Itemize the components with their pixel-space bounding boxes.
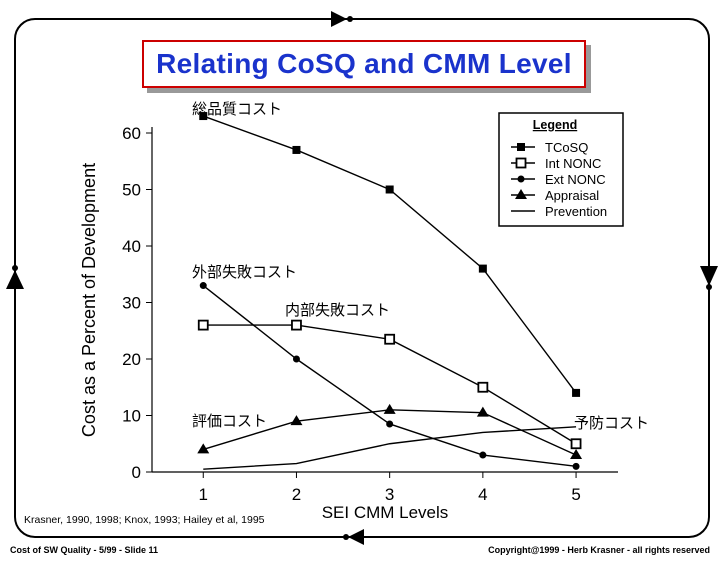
citation: Krasner, 1990, 1998; Knox, 1993; Hailey … [24,514,265,526]
series-prevention: 予防コスト [203,414,649,470]
legend-box [498,112,624,227]
frame-dot-top [347,16,353,22]
data-point [570,438,582,450]
series-annotation: 総品質コスト [192,100,282,118]
data-point [384,333,396,345]
x-tick-label: 2 [292,485,301,504]
y-tick-label: 60 [122,124,141,143]
y-tick-label: 20 [122,350,141,369]
footer-slide-info: Cost of SW Quality - 5/99 - Slide 11 [10,545,159,555]
data-point [291,319,302,331]
data-point [476,406,489,417]
legend-entry: TCoSQ [545,140,588,155]
series-annotation: 評価コスト [192,412,267,430]
y-tick-label: 30 [122,294,141,313]
series-annotation: 外部失敗コスト [192,263,297,281]
series-annotation: 予防コスト [574,414,649,432]
title-box: Relating CoSQ and CMM Level [142,40,586,88]
frame-dot-bottom [343,534,349,540]
data-point [572,462,580,470]
data-point [570,449,583,460]
data-point [386,420,394,428]
data-point [479,451,487,459]
series-appraisal: 評価コスト [192,403,583,460]
data-point [572,388,581,397]
series-annotation: 内部失敗コスト [285,301,390,319]
legend-entry: Int NONC [545,156,601,171]
legend-swatch-marker [517,143,525,151]
x-tick-label: 3 [385,485,394,504]
legend-swatch-marker [515,189,527,199]
data-point [199,112,208,121]
x-tick-label: 1 [199,485,208,504]
y-axis-label: Cost as a Percent of Development [79,163,99,437]
legend-title: Legend [533,118,577,132]
legend-entry: Appraisal [545,188,599,203]
plot-area: 0 10 20 30 40 50 60 1 2 3 4 5 SEI CMM Levels Cost as … [79,100,649,522]
series-tcosq: 総品質コスト [192,100,581,397]
data-point [197,443,210,454]
legend-swatch-marker [517,175,525,183]
legend-entry: Ext NONC [545,172,606,187]
data-point [292,145,301,154]
y-tick-label: 50 [122,181,141,200]
data-point [197,319,209,331]
data-point [478,264,487,273]
y-tick-label: 10 [122,407,141,426]
y-tick-label: 40 [122,237,141,256]
frame-arrow-left-icon [6,270,24,289]
data-point [477,381,489,393]
frame-arrow-top-icon [331,11,347,27]
slide-frame [14,18,710,538]
x-axis-label: SEI CMM Levels [322,503,449,522]
data-point [199,282,207,290]
frame-arrow-right-icon [700,266,718,286]
x-tick-label: 5 [571,485,580,504]
data-point [385,185,394,194]
legend-entry: Prevention [545,204,607,219]
frame-arrow-bottom-icon [348,529,364,545]
data-point [292,355,300,363]
chart-title: Relating CoSQ and CMM Level [156,48,572,79]
x-tick-label: 4 [478,485,487,504]
footer-copyright: Copyright@1999 - Herb Krasner - all righ… [488,545,710,555]
data-point [290,415,303,426]
data-point [383,403,396,414]
series-ext-nonc: 外部失敗コスト [192,263,580,470]
y-tick-label: 0 [132,463,141,482]
legend-swatch-marker [515,157,527,169]
series-int-nonc: 内部失敗コスト [197,301,582,450]
series-line [203,426,577,470]
frame-dot-right [706,284,712,290]
frame-dot-left [12,265,18,271]
